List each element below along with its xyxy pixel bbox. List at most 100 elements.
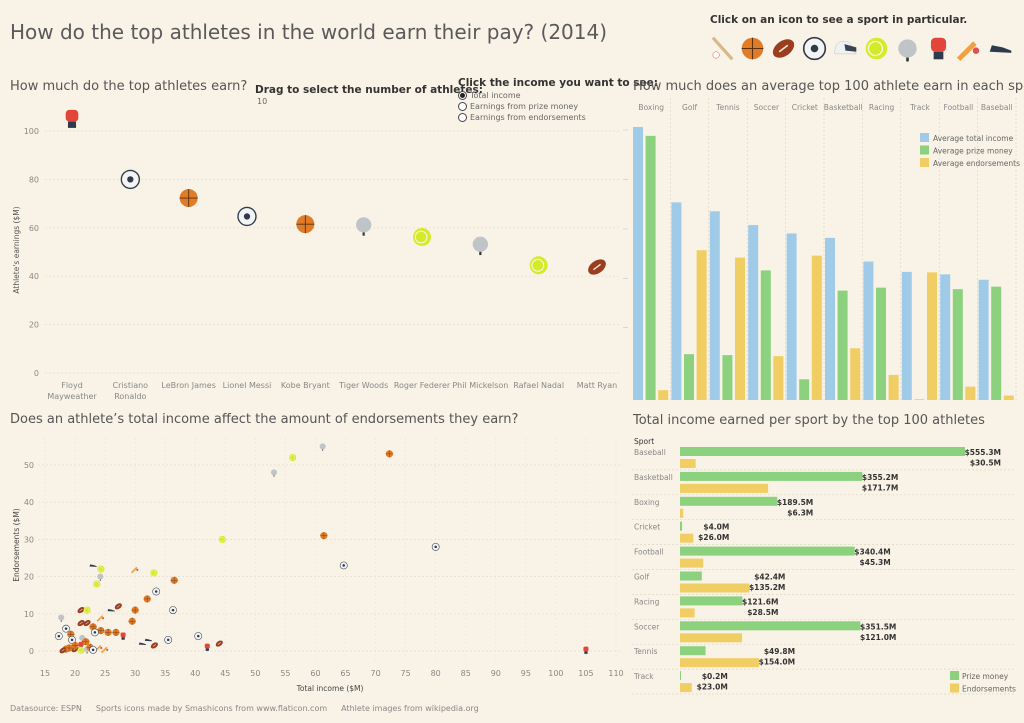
radio-prize-money[interactable]: Earnings from prize money xyxy=(458,101,586,112)
bar-average-total-income[interactable] xyxy=(978,279,989,400)
sport-filter-boxing[interactable] xyxy=(925,35,952,62)
scatter-point-basketball-icon[interactable] xyxy=(89,623,97,631)
scatter-point-soccer-icon[interactable] xyxy=(431,542,440,551)
bar-endorsements[interactable] xyxy=(680,683,692,693)
scatter-point-basketball-icon[interactable] xyxy=(170,576,178,584)
golf-icon[interactable] xyxy=(898,39,917,62)
bar-average-prize-money[interactable] xyxy=(952,289,963,400)
scatter-point-basketball-icon[interactable] xyxy=(67,630,75,638)
sport-filter-track[interactable] xyxy=(987,35,1014,62)
bar-endorsements[interactable] xyxy=(680,459,696,468)
scatter-point-golf-icon[interactable] xyxy=(319,443,326,451)
track-icon[interactable] xyxy=(989,45,1012,53)
scatter-point-golf-icon[interactable] xyxy=(58,614,65,622)
athlete-point-golf-icon[interactable] xyxy=(356,217,372,236)
scatter-point-cricket-icon[interactable] xyxy=(96,615,105,622)
soccer-icon[interactable] xyxy=(802,36,827,61)
scatter-point-tennis-icon[interactable] xyxy=(289,453,297,462)
scatter-point-football-icon[interactable] xyxy=(76,606,85,615)
radio-dot[interactable] xyxy=(458,113,467,122)
scatter-point-basketball-icon[interactable] xyxy=(385,450,394,458)
scatter-point-boxing-icon[interactable] xyxy=(78,641,84,650)
racing-icon[interactable] xyxy=(834,40,857,55)
athlete-point-tennis-icon[interactable] xyxy=(413,227,431,246)
scatter-point-tennis-icon[interactable] xyxy=(218,535,226,544)
athlete-point-football-icon[interactable] xyxy=(585,256,608,278)
sport-filter-racing[interactable] xyxy=(832,35,859,62)
bar-average-endorsements[interactable] xyxy=(773,356,784,400)
athlete-point-soccer-icon[interactable] xyxy=(120,169,141,190)
scatter-point-football-icon[interactable] xyxy=(76,619,85,628)
scatter-point-cricket-icon[interactable] xyxy=(130,566,139,574)
scatter-point-tennis-icon[interactable] xyxy=(97,565,105,573)
scatter-point-tennis-icon[interactable] xyxy=(77,646,85,654)
scatter-point-basketball-icon[interactable] xyxy=(71,641,79,650)
bar-average-total-income[interactable] xyxy=(709,211,720,400)
scatter-point-track-icon[interactable] xyxy=(138,642,146,645)
scatter-point-basketball-icon[interactable] xyxy=(82,638,90,646)
scatter-point-basketball-icon[interactable] xyxy=(104,628,112,637)
bar-endorsements[interactable] xyxy=(680,533,694,543)
bar-prize-money[interactable] xyxy=(680,447,965,456)
radio-endorsements[interactable]: Earnings from endorsements xyxy=(458,112,586,123)
bar-average-prize-money[interactable] xyxy=(722,355,733,400)
athlete-point-tennis-icon[interactable] xyxy=(529,256,548,275)
bar-average-endorsements[interactable] xyxy=(811,255,822,400)
bar-prize-money[interactable] xyxy=(680,671,681,681)
bar-endorsements[interactable] xyxy=(680,583,750,593)
bar-average-total-income[interactable] xyxy=(863,261,874,400)
bar-average-endorsements[interactable] xyxy=(735,257,745,400)
scatter-point-football-icon[interactable] xyxy=(82,619,91,628)
bar-prize-money[interactable] xyxy=(680,571,702,581)
scatter-point-soccer-icon[interactable] xyxy=(91,628,99,637)
scatter-point-basketball-icon[interactable] xyxy=(131,606,139,614)
bar-average-prize-money[interactable] xyxy=(876,287,886,400)
scatter-point-golf-icon[interactable] xyxy=(79,634,86,643)
bar-endorsements[interactable] xyxy=(680,633,743,643)
bar-average-endorsements[interactable] xyxy=(927,272,937,400)
bar-average-prize-money[interactable] xyxy=(799,379,810,400)
scatter-point-soccer-icon[interactable] xyxy=(54,632,63,640)
bar-endorsements[interactable] xyxy=(680,483,769,493)
scatter-point-golf-icon[interactable] xyxy=(84,646,91,654)
scatter-point-boxing-icon[interactable] xyxy=(120,632,126,640)
scatter-point-track-icon[interactable] xyxy=(144,638,152,642)
bar-average-prize-money[interactable] xyxy=(991,286,1002,400)
scatter-point-football-icon[interactable] xyxy=(114,602,123,611)
scatter-point-basketball-icon[interactable] xyxy=(143,595,151,603)
athlete-point-golf-icon[interactable] xyxy=(472,236,488,256)
bar-average-endorsements[interactable] xyxy=(850,348,861,400)
bar-average-endorsements[interactable] xyxy=(696,250,707,400)
scatter-point-golf-icon[interactable] xyxy=(270,469,278,477)
scatter-point-cricket-icon[interactable] xyxy=(94,644,103,652)
athlete-count-slider[interactable]: 10 xyxy=(257,97,268,106)
sport-filter-basketball[interactable] xyxy=(739,35,766,62)
bar-average-total-income[interactable] xyxy=(825,237,835,400)
scatter-point-football-icon[interactable] xyxy=(70,645,79,654)
sport-filter-golf[interactable] xyxy=(894,35,921,62)
bar-average-prize-money[interactable] xyxy=(645,135,656,400)
scatter-point-tennis-icon[interactable] xyxy=(93,580,101,588)
scatter-point-basketball-icon[interactable] xyxy=(112,628,120,637)
bar-prize-money[interactable] xyxy=(680,646,706,656)
bar-average-endorsements[interactable] xyxy=(888,374,899,400)
radio-dot[interactable] xyxy=(458,91,467,100)
athlete-point-basketball-icon[interactable] xyxy=(179,189,198,208)
sport-filter-tennis[interactable] xyxy=(863,35,890,62)
scatter-point-soccer-icon[interactable] xyxy=(339,561,348,570)
boxing-icon[interactable] xyxy=(930,37,947,60)
radio-total-income[interactable]: Total income xyxy=(458,90,586,101)
sport-filter-baseball[interactable] xyxy=(708,35,735,62)
bar-average-total-income[interactable] xyxy=(901,271,912,400)
scatter-point-basketball-icon[interactable] xyxy=(128,617,136,625)
bar-average-total-income[interactable] xyxy=(748,225,759,400)
bar-endorsements[interactable] xyxy=(680,658,760,668)
bar-average-total-income[interactable] xyxy=(786,233,797,400)
bar-average-total-income[interactable] xyxy=(671,202,682,400)
scatter-point-basketball-icon[interactable] xyxy=(86,643,94,651)
bar-average-prize-money[interactable] xyxy=(760,270,771,400)
scatter-point-football-icon[interactable] xyxy=(150,641,159,650)
scatter-point-track-icon[interactable] xyxy=(89,564,97,567)
sport-filter-football[interactable] xyxy=(770,35,797,62)
scatter-point-basketball-icon[interactable] xyxy=(62,645,70,653)
